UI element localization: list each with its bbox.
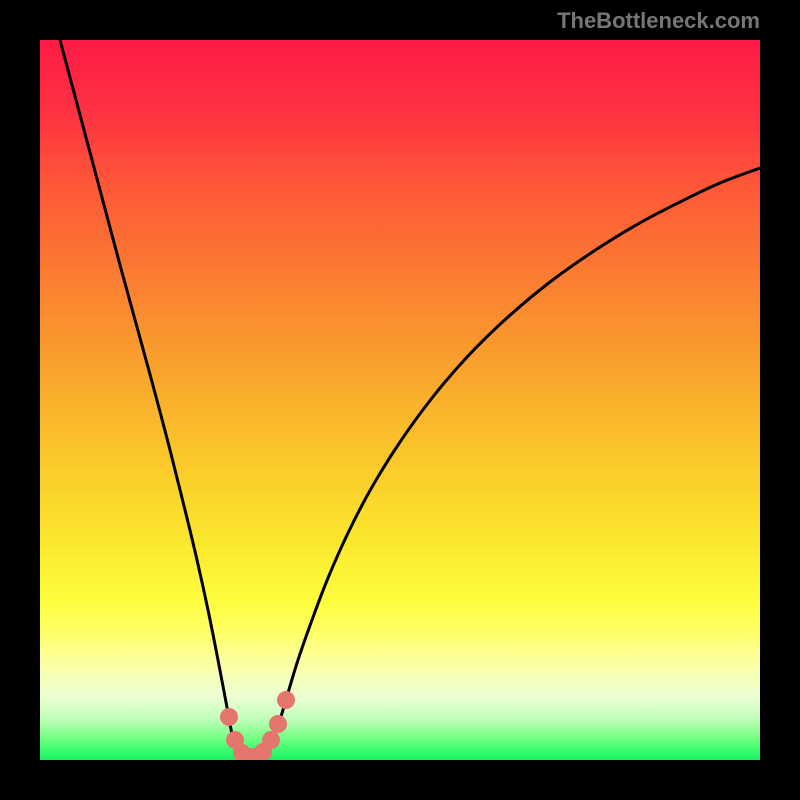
marker-group [220, 691, 295, 760]
marker-dot [277, 691, 295, 709]
bottleneck-curve-left [60, 40, 280, 757]
marker-dot [262, 731, 280, 749]
marker-dot [220, 708, 238, 726]
bottleneck-curve-right [280, 168, 760, 720]
watermark-text: TheBottleneck.com [557, 8, 760, 34]
curve-layer [40, 40, 760, 760]
plot-area [40, 40, 760, 760]
figure-root: TheBottleneck.com [0, 0, 800, 800]
marker-dot [269, 715, 287, 733]
